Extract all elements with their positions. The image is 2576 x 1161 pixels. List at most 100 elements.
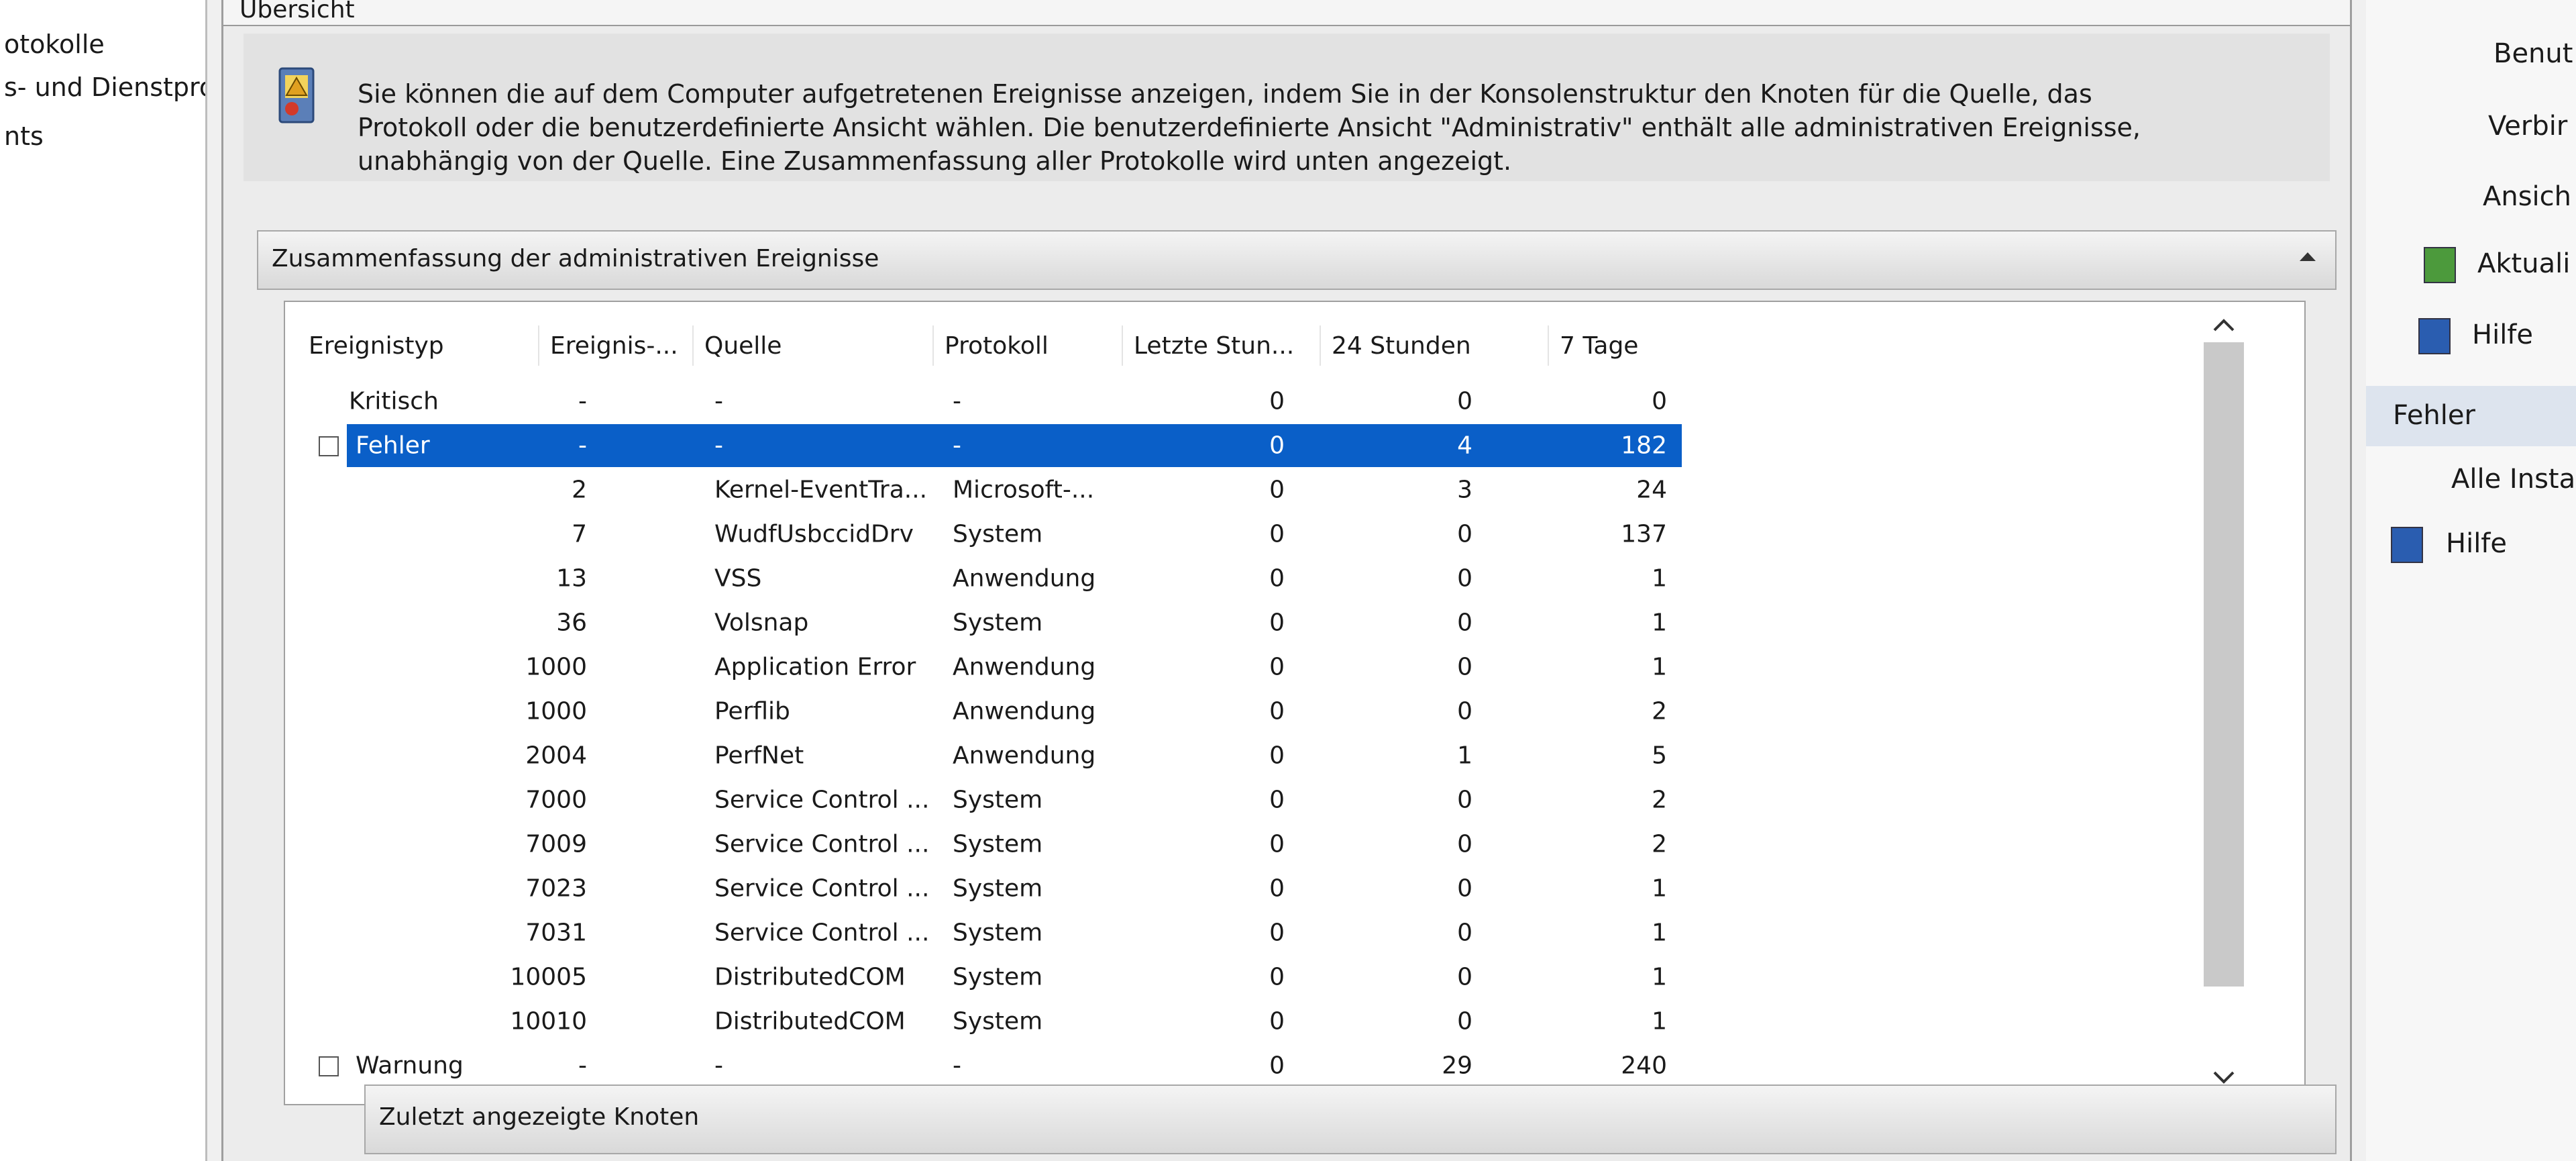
column-header[interactable]: 7 Tage (1560, 332, 1639, 360)
table-cell: 0 (1269, 1052, 1285, 1080)
table-cell: System (953, 520, 1043, 548)
column-separator (692, 325, 694, 366)
table-cell: 0 (1269, 830, 1285, 858)
table-cell: - (714, 387, 723, 415)
table-cell: 0 (1457, 520, 1472, 548)
table-cell: 0 (1457, 609, 1472, 637)
table-cell: Volsnap (714, 609, 809, 637)
table-cell: Service Control ... (714, 830, 930, 858)
table-cell: 2004 (525, 742, 587, 770)
table-cell: 0 (1269, 786, 1285, 814)
tree-item[interactable]: nts (4, 121, 44, 151)
overview-pane: Übersicht Zusammenfassung der administra… (221, 0, 2352, 1161)
action-item[interactable]: Ansich (2483, 181, 2572, 212)
table-cell: 10010 (510, 1007, 587, 1036)
table-cell: 7023 (525, 874, 587, 903)
table-cell: 0 (1269, 919, 1285, 947)
action-item[interactable]: Verbir (2488, 111, 2568, 142)
table-cell: Service Control ... (714, 786, 930, 814)
column-header[interactable]: Letzte Stun... (1134, 332, 1295, 360)
table-cell: 0 (1457, 919, 1472, 947)
table-cell: 0 (1457, 874, 1472, 903)
column-separator (1320, 325, 1321, 366)
collapse-arrow[interactable] (2298, 250, 2318, 264)
table-cell: 1 (1457, 742, 1472, 770)
table-cell: - (578, 387, 587, 415)
table-cell: 7031 (525, 919, 587, 947)
table-cell: 3 (1457, 476, 1472, 504)
tree-item[interactable]: s- und Dienstproto (4, 72, 205, 102)
table-cell: 0 (1652, 387, 1667, 415)
collapse-button[interactable] (319, 436, 339, 456)
column-separator (538, 325, 539, 366)
table-cell: 4 (1457, 432, 1472, 460)
expand-button[interactable] (319, 1056, 339, 1076)
tree-item[interactable]: otokolle (4, 30, 105, 59)
table-cell: 0 (1269, 963, 1285, 991)
table-cell: 1000 (525, 653, 587, 681)
table-cell: 0 (1269, 1007, 1285, 1036)
table-cell: Kernel-EventTra... (714, 476, 928, 504)
column-separator (932, 325, 934, 366)
section-header (2366, 386, 2576, 446)
table-cell: 0 (1457, 387, 1472, 415)
column-header[interactable]: Ereignistyp (309, 332, 444, 360)
action-item[interactable]: Alle Insta (2451, 464, 2576, 495)
table-cell: 0 (1269, 653, 1285, 681)
table-cell: - (578, 1052, 587, 1080)
column-header[interactable]: Quelle (704, 332, 782, 360)
table-cell: Anwendung (953, 742, 1096, 770)
table-cell: 1 (1652, 609, 1667, 637)
event-type[interactable]: Kritisch (349, 387, 439, 415)
table-cell: DistributedCOM (714, 963, 906, 991)
table-cell: System (953, 786, 1043, 814)
table-cell: - (953, 1052, 961, 1080)
intro-line: unabhängig von der Quelle. Eine Zusammen… (358, 146, 1512, 176)
event-type[interactable]: Warnung (356, 1052, 464, 1080)
selected-row[interactable] (347, 424, 1682, 467)
column-header[interactable]: Protokoll (945, 332, 1049, 360)
table-cell: 1 (1652, 1007, 1667, 1036)
actions-pane: Benut Verbir Ansich Aktuali Hilfe Fehler Alle … (2366, 0, 2576, 1161)
column-header[interactable]: Ereignis-... (550, 332, 678, 360)
table-cell: 0 (1457, 653, 1472, 681)
action-item[interactable]: Hilfe (2446, 528, 2507, 559)
help-icon (2391, 527, 2423, 563)
table-cell: Service Control ... (714, 874, 930, 903)
info-icon (278, 67, 315, 123)
table-cell: System (953, 919, 1043, 947)
event-type[interactable]: Fehler (356, 432, 430, 460)
table-cell: 7000 (525, 786, 587, 814)
table-cell: VSS (714, 564, 762, 593)
table-cell: PerfNet (714, 742, 804, 770)
action-item[interactable]: Hilfe (2472, 319, 2533, 350)
section-title[interactable]: Fehler (2393, 400, 2475, 431)
table-cell: - (714, 1052, 723, 1080)
table-cell: System (953, 963, 1043, 991)
table-cell: 0 (1457, 963, 1472, 991)
scroll-down[interactable] (2210, 1067, 2237, 1087)
recent-title: Zuletzt angezeigte Knoten (379, 1103, 700, 1131)
refresh-icon (2424, 247, 2456, 283)
table-cell: - (714, 432, 723, 460)
scrollbar[interactable] (2204, 342, 2244, 987)
table-cell: 0 (1457, 786, 1472, 814)
recent-header[interactable]: Zuletzt angezeigte Knoten (364, 1084, 2337, 1154)
table-cell: Application Error (714, 653, 916, 681)
table-cell: - (953, 432, 961, 460)
table-cell: 2 (1652, 786, 1667, 814)
intro-line: Protokoll oder die benutzerdefinierte An… (358, 113, 2141, 142)
scroll-up[interactable] (2210, 315, 2237, 336)
summary-title: Zusammenfassung der administrativen Erei… (272, 245, 879, 272)
table-cell: 0 (1457, 564, 1472, 593)
table-cell: Anwendung (953, 697, 1096, 725)
summary-header[interactable]: Zusammenfassung der administrativen Erei… (257, 230, 2337, 290)
action-item[interactable]: Aktuali (2477, 248, 2571, 279)
intro-line: Sie können die auf dem Computer aufgetre… (358, 79, 2092, 109)
column-header[interactable]: 24 Stunden (1332, 332, 1471, 360)
action-item[interactable]: Benut (2493, 38, 2573, 69)
pane-title: Übersicht (239, 0, 355, 23)
column-separator (1122, 325, 1123, 366)
table-cell: 1000 (525, 697, 587, 725)
table-cell: 137 (1621, 520, 1667, 548)
